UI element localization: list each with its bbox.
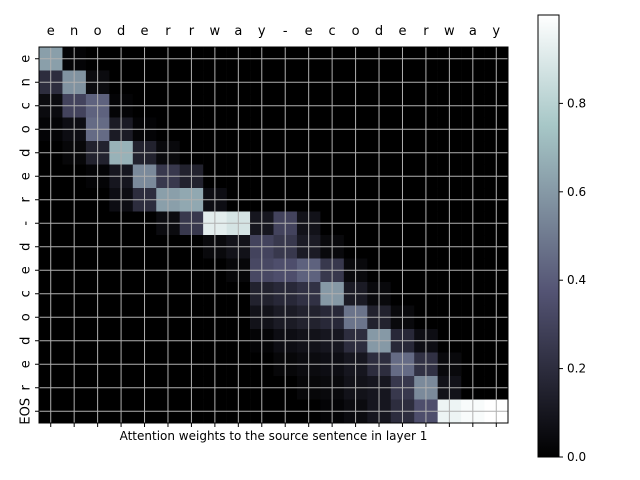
y-tick-label: - xyxy=(19,221,34,226)
heatmap-plot-area xyxy=(38,46,509,424)
x-tick-label: o xyxy=(94,24,102,39)
y-tick-label: e xyxy=(19,360,34,368)
x-tick-label: c xyxy=(329,24,336,39)
colorbar-tick-label: 0.8 xyxy=(567,96,586,110)
x-tick-label: w xyxy=(444,24,455,39)
y-tick-label: o xyxy=(19,313,34,321)
x-tick-label: r xyxy=(189,24,195,39)
y-tick-label: c xyxy=(19,102,34,109)
colorbar-tick-label: 0.0 xyxy=(567,450,586,464)
x-tick-label: e xyxy=(305,24,313,39)
colorbar-gradient xyxy=(537,14,560,458)
x-tick-label: - xyxy=(283,24,288,39)
y-tick-label: EOS xyxy=(19,398,34,425)
x-tick-label: y xyxy=(258,24,266,39)
y-tick-label: d xyxy=(19,337,34,345)
colorbar-ticks: 0.0 0.2 0.4 0.6 0.8 xyxy=(559,96,586,464)
colorbar-tick-label: 0.6 xyxy=(567,185,586,199)
x-tick-label: w xyxy=(210,24,221,39)
y-tick-label: e xyxy=(19,172,34,180)
y-tick-label: c xyxy=(19,290,34,297)
y-tick-label: n xyxy=(19,78,34,86)
colorbar-tick-label: 0.4 xyxy=(567,273,586,287)
y-tick-label: d xyxy=(19,243,34,251)
colorbar: 0.0 0.2 0.4 0.6 0.8 xyxy=(537,14,586,464)
y-tick-label: d xyxy=(19,149,34,157)
x-tick-label: r xyxy=(423,24,429,39)
x-tick-label: r xyxy=(165,24,171,39)
plot-frame xyxy=(38,46,509,424)
colorbar-tick-label: 0.2 xyxy=(567,362,586,376)
heatmap-cells xyxy=(39,47,509,424)
x-tick-label: e xyxy=(47,24,55,39)
x-tick-label: a xyxy=(234,24,242,39)
heatmap-grid xyxy=(39,47,508,423)
x-tick-label: n xyxy=(70,24,78,39)
x-axis-label: Attention weights to the source sentence… xyxy=(120,429,428,443)
y-tick-label: o xyxy=(19,125,34,133)
x-tick-label: a xyxy=(469,24,477,39)
x-tick-label: y xyxy=(492,24,500,39)
y-tick-label: e xyxy=(19,266,34,274)
x-tick-label: e xyxy=(141,24,149,39)
x-tick-label: d xyxy=(117,24,125,39)
y-axis-ticks: e n c o d e r - d e c o d e r EOS xyxy=(19,55,39,425)
y-tick-label: e xyxy=(19,55,34,63)
x-tick-label: e xyxy=(398,24,406,39)
x-tick-label: d xyxy=(375,24,383,39)
x-tick-label: o xyxy=(352,24,360,39)
y-tick-label: r xyxy=(19,384,34,390)
y-tick-label: r xyxy=(19,196,34,202)
